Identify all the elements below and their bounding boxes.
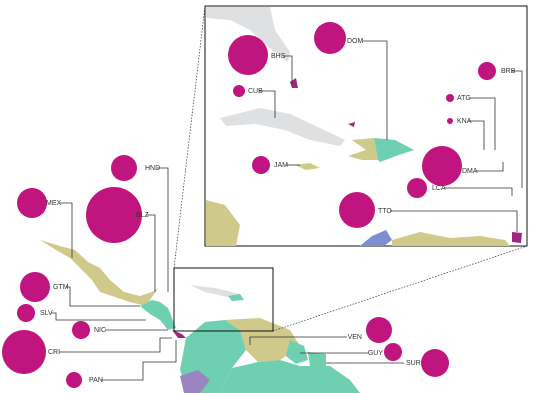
bubble [233,85,245,97]
bubble [20,272,50,302]
bubble [66,372,82,388]
country-code: BLZ [136,212,150,219]
land-venezuela [225,318,300,362]
bubble [446,94,454,102]
leader-line [66,286,140,307]
leader-line [444,187,513,196]
country-code: TTO [378,208,392,215]
bubble [407,178,427,198]
land-colombia-inset [360,230,392,246]
bubble [17,304,35,322]
leader-line [475,162,504,172]
leader-line [363,40,388,140]
land-brazil [220,360,360,393]
bubble [111,155,137,181]
land-ecuador [180,370,210,393]
leader-line [512,70,523,188]
leader-line [283,55,293,84]
country-code: GUY [368,350,384,357]
bubble [252,156,270,174]
main-map [40,5,528,393]
bubble [314,22,346,54]
bubble [422,146,462,186]
bubble [339,192,375,228]
country-code: BRB [501,68,516,75]
land-caribbean [190,285,240,298]
country-code: CRI [48,349,60,356]
country-code: PAN [89,377,103,384]
country-code: BHS [271,53,286,60]
country-code: LCA [432,185,446,192]
land-dominican [374,138,414,162]
bubble [2,330,46,374]
country-code: SUR [406,360,421,367]
leader-line [390,210,518,232]
land-haiti [348,138,378,160]
bubble [86,187,142,243]
leader-line [468,120,485,150]
country-code: CUB [248,88,263,95]
country-code: GTM [53,284,69,291]
country-code: HND [145,165,160,172]
land-small-island [348,122,355,127]
bubble [384,343,402,361]
land-jamaica [295,163,320,170]
leader-line [59,337,172,353]
zoom-line [272,245,528,332]
land-suriname [308,352,326,366]
land-trinidad [512,232,522,243]
land-hispaniola-small [228,294,244,301]
land-mexico [40,240,158,306]
leader-line [157,167,169,292]
bubbles: HND MEX BLZ GTM SLV NIC CRI PAN VEN GUY SUR BHS DOM C… [2,22,523,388]
country-code: ATG [457,95,471,102]
leader-line [259,90,276,118]
zoom-line [173,5,206,269]
bubble [17,188,47,218]
leader-line [469,97,496,150]
country-code: NIC [94,327,106,334]
leader-line [51,312,146,321]
leader-line [146,214,156,292]
country-code: VEN [348,334,362,341]
land-cuba [220,108,345,146]
land-bahamas [290,78,298,88]
land-guyana [286,340,308,364]
inset-frame-small [173,267,274,332]
land-florida [206,7,290,62]
country-code: JAM [274,162,288,169]
country-code: KNA [457,118,472,125]
land-central-america-inset [206,200,240,246]
country-code: DOM [347,38,364,45]
bubble [478,62,496,80]
leader-line [249,336,347,345]
country-code: MEX [46,200,62,207]
land-venezuela-inset [392,232,510,246]
leader-line [60,202,73,258]
country-code: SLV [40,310,53,317]
leader-line [101,340,177,381]
land-central-america [140,300,176,330]
bubble [421,349,449,377]
bubble [447,118,453,124]
bubble [366,317,392,343]
land-panama [172,330,186,338]
country-code: DMA [462,168,478,175]
bubble [72,321,90,339]
bubble [228,35,268,75]
